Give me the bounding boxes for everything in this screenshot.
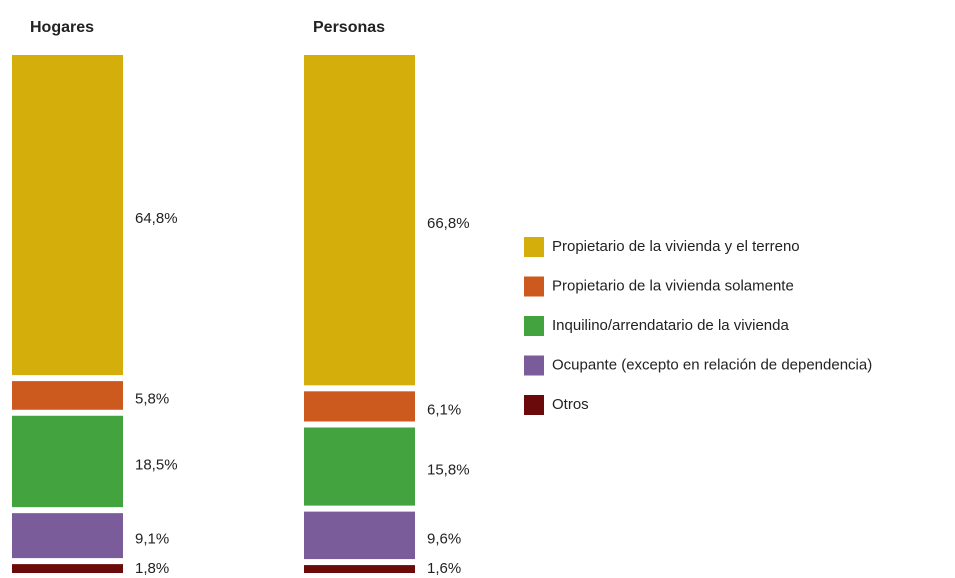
value-label: 9,1%	[135, 531, 169, 548]
value-label: 66,8%	[427, 215, 470, 232]
bar-segment	[12, 564, 123, 573]
bar-segment	[304, 391, 415, 422]
value-label: 15,8%	[427, 462, 470, 479]
value-label: 9,6%	[427, 530, 461, 547]
bar-segment	[12, 513, 123, 559]
bar-segment	[12, 381, 123, 410]
value-label: 6,1%	[427, 401, 461, 418]
legend-label: Ocupante (excepto en relación de depende…	[552, 356, 872, 373]
bar-segment	[12, 415, 123, 508]
bar-segment	[12, 55, 123, 376]
value-label: 18,5%	[135, 456, 178, 473]
bar-segment	[304, 427, 415, 506]
value-label: 1,6%	[427, 560, 461, 577]
legend-label: Propietario de la vivienda solamente	[552, 277, 794, 294]
value-label: 64,8%	[135, 210, 178, 227]
bar-segment	[304, 55, 415, 386]
legend-label: Inquilino/arrendatario de la vivienda	[552, 317, 789, 334]
bar-segment	[304, 511, 415, 560]
bar-title: Personas	[313, 19, 385, 36]
legend-swatch	[524, 276, 544, 297]
legend-swatch	[524, 355, 544, 376]
legend-label: Otros	[552, 396, 589, 413]
bar-segment	[304, 565, 415, 573]
value-label: 5,8%	[135, 390, 169, 407]
legend-swatch	[524, 316, 544, 336]
legend-swatch	[524, 237, 544, 257]
legend-swatch	[524, 395, 544, 415]
legend-label: Propietario de la vivienda y el terreno	[552, 238, 800, 255]
bar-title: Hogares	[30, 19, 94, 36]
value-label: 1,8%	[135, 560, 169, 577]
